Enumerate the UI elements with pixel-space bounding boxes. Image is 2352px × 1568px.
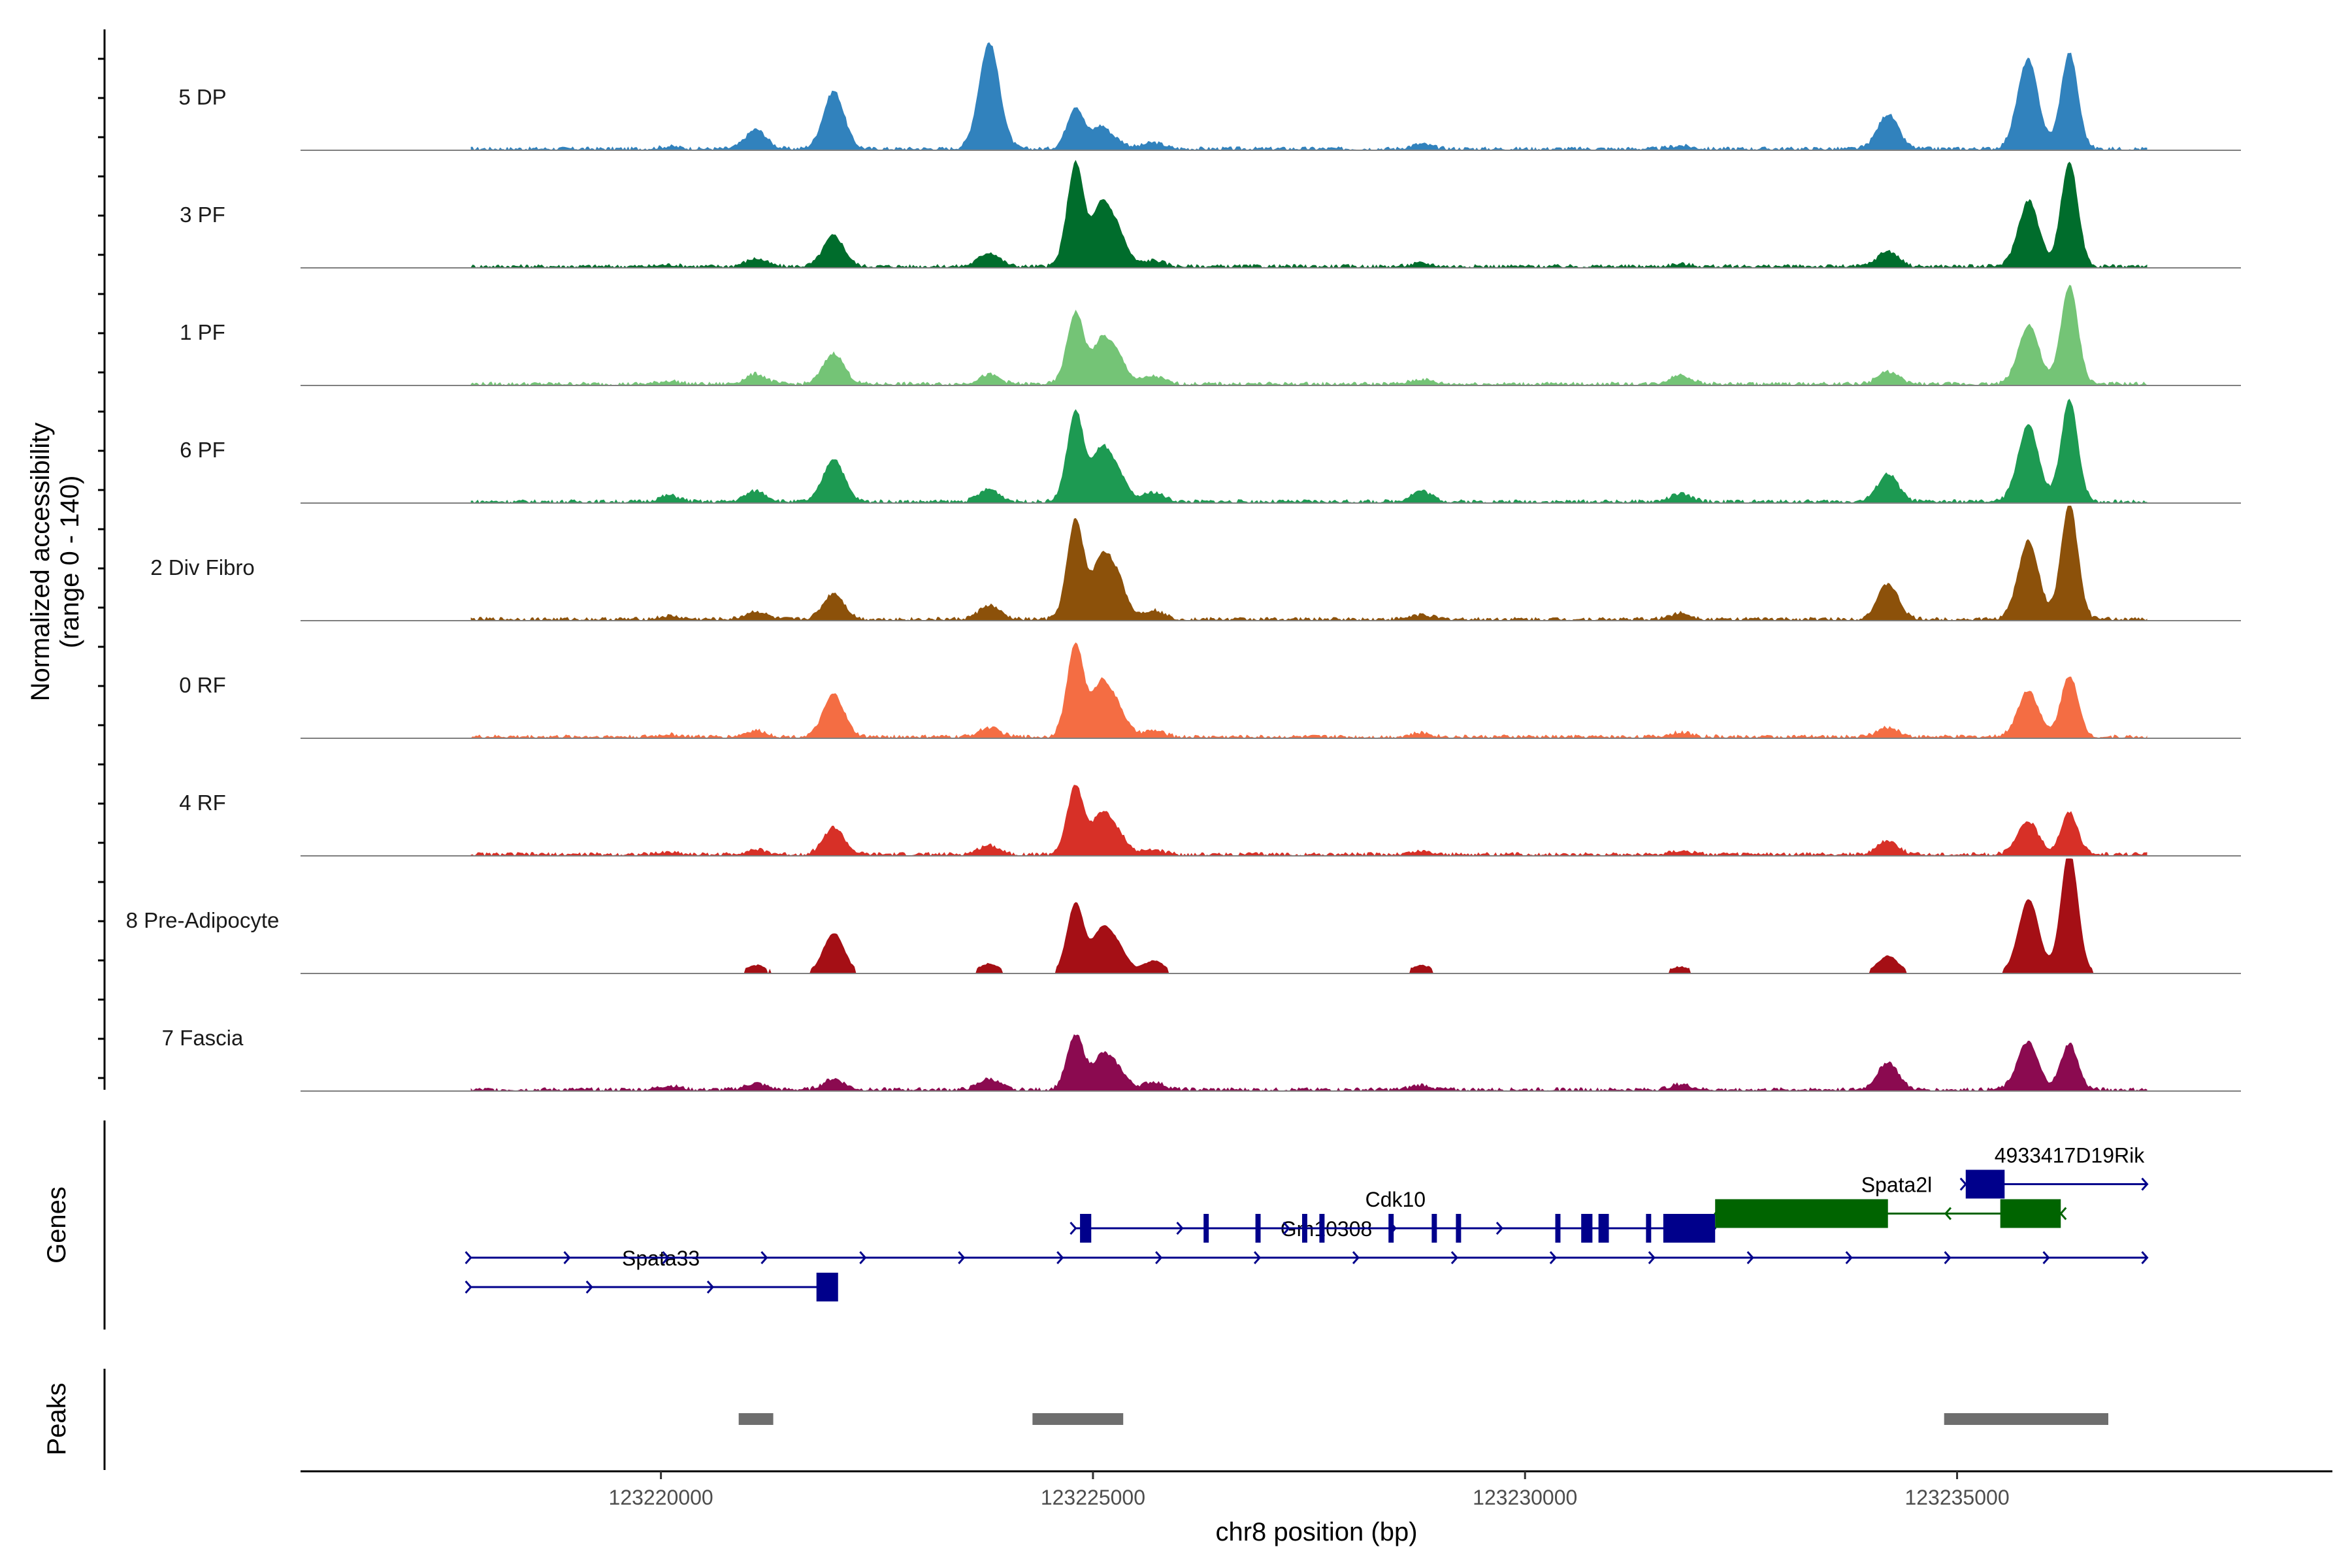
gene-exon bbox=[1080, 1214, 1092, 1243]
coverage-area bbox=[470, 785, 2148, 856]
strand-arrow bbox=[563, 1251, 571, 1264]
gene-label: Cdk10 bbox=[1365, 1188, 1426, 1211]
strand-arrow bbox=[760, 1251, 768, 1264]
genes-track: Genes Spata33Gm10308Cdk10Spata2l4933417D… bbox=[42, 1120, 2149, 1330]
x-tick-label: 123230000 bbox=[1473, 1486, 1577, 1509]
gene-exon bbox=[1715, 1199, 1888, 1228]
gene-exon bbox=[1388, 1214, 1394, 1243]
gene-label: 4933417D19Rik bbox=[1995, 1144, 2146, 1168]
track-3-pf: 3 PF bbox=[180, 159, 2241, 269]
strand-arrow bbox=[1450, 1251, 1458, 1264]
gene-spata33: Spata33 bbox=[465, 1247, 838, 1301]
gene-4933417d19rik: 4933417D19Rik bbox=[1959, 1144, 2149, 1199]
strand-arrow bbox=[2042, 1251, 2050, 1264]
gene-exon bbox=[1555, 1214, 1561, 1243]
strand-arrow bbox=[706, 1281, 714, 1294]
y-axis bbox=[98, 29, 106, 1090]
strand-arrow bbox=[1944, 1207, 1952, 1220]
gene-exon bbox=[1581, 1214, 1593, 1243]
track-4-rf: 4 RF bbox=[179, 785, 2241, 857]
strand-arrow bbox=[662, 1251, 670, 1264]
strand-arrow bbox=[465, 1251, 472, 1264]
strand-arrow bbox=[1155, 1251, 1163, 1264]
track-label: 0 RF bbox=[179, 673, 226, 697]
gene-exon bbox=[1646, 1214, 1652, 1243]
peaks-track: Peaks bbox=[42, 1369, 2108, 1470]
gene-label: Spata2l bbox=[1861, 1173, 1933, 1197]
coverage-area bbox=[470, 1034, 2148, 1091]
strand-arrow bbox=[2141, 1177, 2149, 1191]
coverage-area bbox=[470, 642, 2148, 738]
track-6-pf: 6 PF bbox=[180, 399, 2241, 504]
coverage-area bbox=[470, 42, 2148, 150]
coverage-area bbox=[470, 399, 2148, 503]
strand-arrow bbox=[1352, 1251, 1360, 1264]
gene-exon bbox=[1965, 1169, 2005, 1199]
strand-arrow bbox=[465, 1281, 472, 1294]
x-axis-title: chr8 position (bp) bbox=[1215, 1518, 1417, 1546]
x-axis: 123220000 123225000 123230000 123235000 bbox=[301, 1470, 2332, 1509]
gene-exon bbox=[1456, 1214, 1462, 1243]
strand-arrow bbox=[1944, 1251, 1952, 1264]
track-7-fascia: 7 Fascia bbox=[162, 1026, 2241, 1092]
gene-exon bbox=[2000, 1199, 2061, 1228]
strand-arrow bbox=[585, 1281, 593, 1294]
coverage-tracks: 5 DP 3 PF 1 PF 6 PF 2 Div Fibro 0 RF 4 RF 8 Pre… bbox=[126, 42, 2241, 1092]
strand-arrow bbox=[2141, 1251, 2149, 1264]
gene-exon bbox=[1301, 1214, 1307, 1243]
peak-region bbox=[1944, 1413, 2108, 1425]
gene-exon bbox=[1663, 1214, 1716, 1243]
track-label: 3 PF bbox=[180, 203, 225, 227]
strand-arrow bbox=[1648, 1251, 1656, 1264]
track-5-dp: 5 DP bbox=[178, 42, 2241, 151]
track-label: 6 PF bbox=[180, 438, 225, 462]
gene-cdk10: Cdk10 bbox=[1070, 1188, 1717, 1243]
strand-arrow bbox=[859, 1251, 867, 1264]
strand-arrow bbox=[1056, 1251, 1064, 1264]
track-2-div-fibro: 2 Div Fibro bbox=[150, 506, 2241, 621]
strand-arrow bbox=[958, 1251, 966, 1264]
gene-exon bbox=[1598, 1214, 1609, 1243]
gene-exon bbox=[1203, 1214, 1209, 1243]
coverage-area bbox=[470, 285, 2148, 385]
coverage-area bbox=[470, 506, 2148, 621]
strand-arrow bbox=[1549, 1251, 1557, 1264]
strand-arrow bbox=[1253, 1251, 1262, 1264]
x-tick-label: 123220000 bbox=[609, 1486, 713, 1509]
track-1-pf: 1 PF bbox=[180, 285, 2241, 386]
gene-exon bbox=[1431, 1214, 1437, 1243]
peaks-track-title: Peaks bbox=[42, 1382, 71, 1455]
gene-exon bbox=[1255, 1214, 1261, 1243]
track-label: 7 Fascia bbox=[162, 1026, 244, 1050]
x-tick-label: 123225000 bbox=[1041, 1486, 1145, 1509]
peak-region bbox=[738, 1413, 774, 1425]
coverage-area bbox=[470, 858, 2148, 973]
gene-exon bbox=[1319, 1214, 1325, 1243]
y-axis-title: Normalized accessibility bbox=[26, 423, 55, 702]
y-axis-range: (range 0 - 140) bbox=[56, 476, 84, 649]
track-8-pre-adipocyte: 8 Pre-Adipocyte bbox=[126, 858, 2241, 974]
strand-arrow bbox=[1845, 1251, 1853, 1264]
track-0-rf: 0 RF bbox=[179, 642, 2241, 739]
strand-arrow bbox=[2059, 1207, 2067, 1220]
track-label: 1 PF bbox=[180, 320, 225, 344]
track-label: 8 Pre-Adipocyte bbox=[126, 908, 280, 932]
strand-arrow bbox=[1746, 1251, 1754, 1264]
strand-arrow bbox=[1176, 1222, 1184, 1235]
track-label: 5 DP bbox=[178, 85, 226, 109]
strand-arrow bbox=[1282, 1222, 1290, 1235]
genes-track-title: Genes bbox=[42, 1186, 71, 1264]
peak-region bbox=[1032, 1413, 1124, 1425]
strand-arrow bbox=[1495, 1222, 1503, 1235]
track-label: 2 Div Fibro bbox=[150, 555, 255, 580]
strand-arrow bbox=[1070, 1222, 1077, 1235]
coverage-area bbox=[470, 159, 2148, 268]
gene-spata2l: Spata2l bbox=[1714, 1173, 2067, 1228]
gene-exon bbox=[816, 1273, 838, 1301]
strand-arrow bbox=[1959, 1177, 1967, 1191]
track-label: 4 RF bbox=[179, 791, 226, 815]
x-tick-label: 123235000 bbox=[1904, 1486, 2009, 1509]
